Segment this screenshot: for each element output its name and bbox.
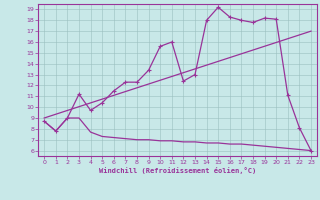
X-axis label: Windchill (Refroidissement éolien,°C): Windchill (Refroidissement éolien,°C) [99, 167, 256, 174]
